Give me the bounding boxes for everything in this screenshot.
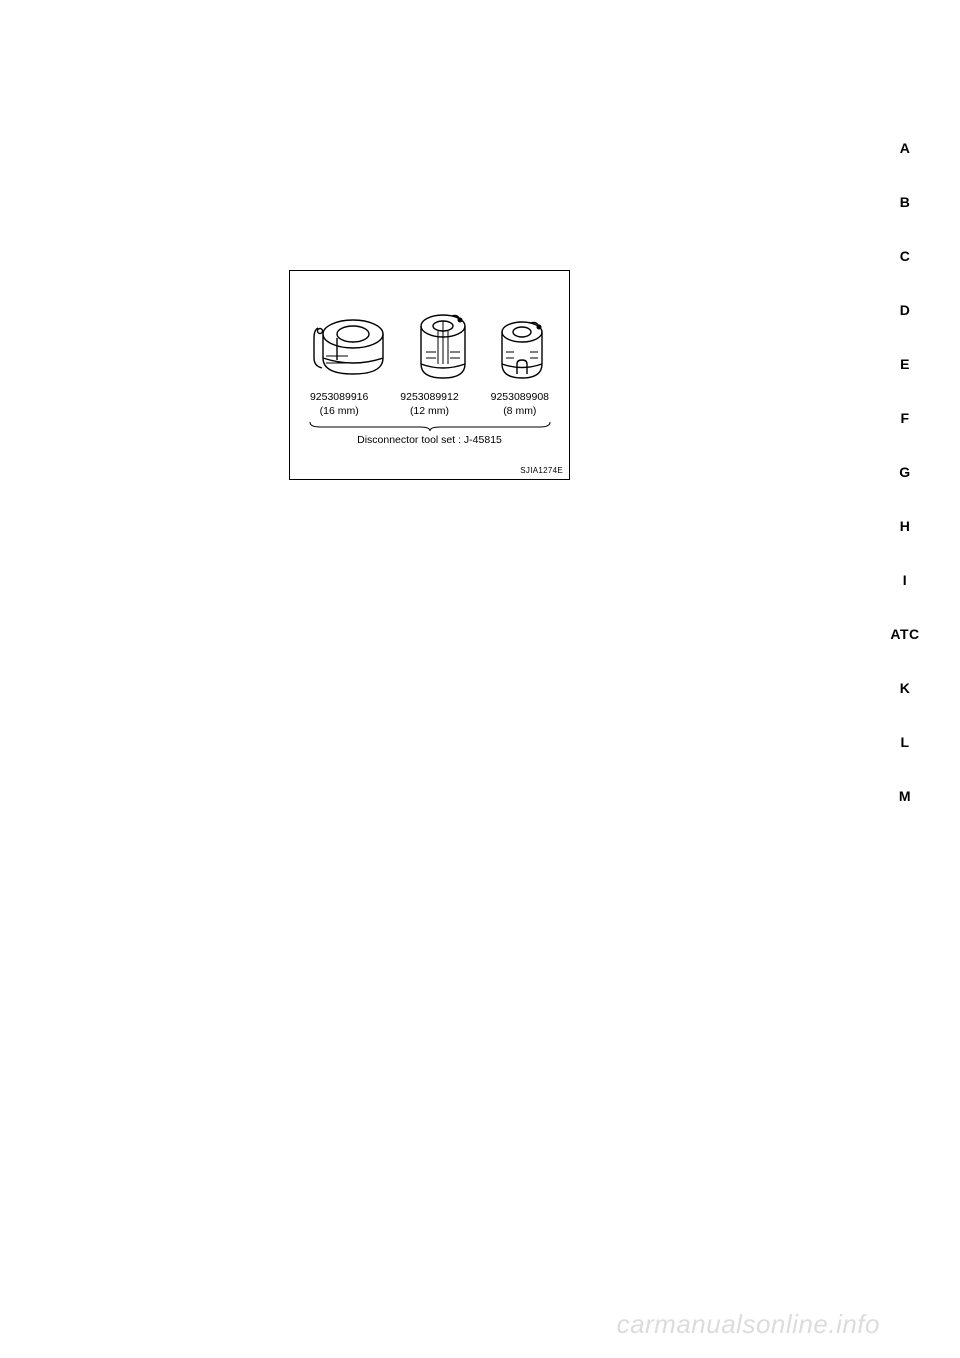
tool-labels-row: 9253089916 (16 mm) 9253089912 (12 mm) 92… [290,386,569,418]
bracket-row [290,418,569,432]
part-number: 9253089916 [310,390,368,404]
tool-16mm [308,308,393,386]
sidebar-item-m[interactable]: M [880,788,930,804]
sidebar-item-d[interactable]: D [880,302,930,318]
tool-label-12mm: 9253089912 (12 mm) [400,390,458,418]
sidebar-item-g[interactable]: G [880,464,930,480]
tool-set-label: Disconnector tool set : J-45815 [290,432,569,446]
sidebar-item-h[interactable]: H [880,518,930,534]
tool-16mm-icon [308,308,393,386]
sidebar-item-f[interactable]: F [880,410,930,426]
sidebar-item-e[interactable]: E [880,356,930,372]
watermark: carmanualsonline.info [617,1309,880,1340]
sidebar-item-i[interactable]: I [880,572,930,588]
sidebar-item-l[interactable]: L [880,734,930,750]
tool-8mm-icon [493,316,551,386]
part-number: 9253089912 [400,390,458,404]
figure-id: SJIA1274E [520,466,563,475]
curly-bracket-icon [305,420,555,432]
tool-label-16mm: 9253089916 (16 mm) [310,390,368,418]
tools-row [290,271,569,386]
part-number: 9253089908 [491,390,549,404]
sidebar-item-b[interactable]: B [880,194,930,210]
disconnector-figure: 9253089916 (16 mm) 9253089912 (12 mm) 92… [289,270,570,480]
tool-8mm [493,316,551,386]
section-sidebar: A B C D E F G H I ATC K L M [880,140,930,804]
sidebar-item-k[interactable]: K [880,680,930,696]
tool-12mm-icon [412,308,474,386]
part-size: (8 mm) [491,404,549,418]
tool-12mm [412,308,474,386]
sidebar-item-atc[interactable]: ATC [880,626,930,642]
sidebar-item-a[interactable]: A [880,140,930,156]
tool-label-8mm: 9253089908 (8 mm) [491,390,549,418]
part-size: (16 mm) [310,404,368,418]
part-size: (12 mm) [400,404,458,418]
sidebar-item-c[interactable]: C [880,248,930,264]
